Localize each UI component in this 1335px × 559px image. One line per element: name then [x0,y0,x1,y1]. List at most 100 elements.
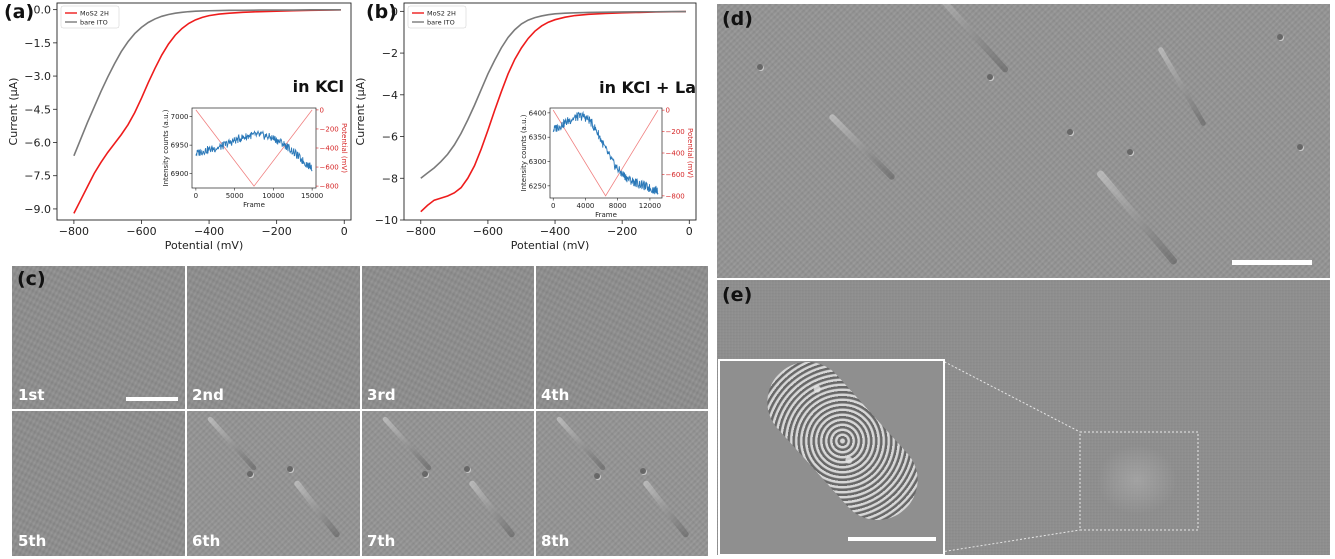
inset-y-tick-label: 6950 [171,142,189,150]
annotation-label: in KCl [293,77,344,96]
inset-y2-axis-label: Potential (mV) [686,128,694,178]
inset-x-tick-label: 4000 [577,202,595,210]
panel-label-c: (c) [17,268,46,290]
inset-x-axis-label: Frame [595,211,617,219]
inset-y2-tick-label: −600 [666,171,685,179]
chart-a: −800 −600 −400 −200 0 0.0 −1.5 −3.0 −4.5 −6.0 −7.5… [7,2,352,252]
series-line [73,9,341,157]
frame-1 [12,266,185,409]
y-tick-label: −9.0 [24,203,51,216]
y-tick-label: 0 [391,5,398,18]
inset-y2-tick-label: −600 [320,164,339,172]
x-tick-label: 0 [341,225,348,238]
frame-label-6: 6th [192,532,221,550]
y-axis-label: Current (μA) [7,78,20,146]
series-line [420,10,686,179]
frame-label-4: 4th [541,386,570,404]
inset-y2-tick-label: −200 [320,125,339,133]
inset-y2-tick-label: 0 [666,107,670,115]
y-tick-label: −1.5 [24,37,51,50]
y-tick-label: −6 [382,131,398,144]
x-tick-label: −400 [194,225,224,238]
frame-2 [187,266,360,409]
inset-y-axis-label: Intensity counts (a.u.) [162,109,170,186]
x-tick-label: −600 [126,225,156,238]
y-tick-label: −2 [382,47,398,60]
panel-label-d: (d) [722,8,753,30]
y-tick-label: −7.5 [24,170,51,183]
y-tick-label: −10 [375,214,398,227]
panel-label-b: (b) [366,1,397,23]
zoom-inset-e [718,359,945,556]
frame-label-5: 5th [18,532,47,550]
y-tick-label: −6.0 [24,137,51,150]
inset-y2-tick-label: −400 [320,145,339,153]
x-tick-label: −800 [406,225,436,238]
y-tick-label: 0.0 [34,4,52,17]
inset-y2-tick-label: −400 [666,150,685,158]
x-tick-label: −800 [59,225,89,238]
frame-label-3: 3rd [367,386,396,404]
inset-frame [191,107,317,189]
inset-y-tick-label: 6350 [529,134,547,142]
frame-4 [536,266,708,409]
y-tick-label: −8 [382,172,398,185]
inset-y2-tick-label: −800 [320,183,339,191]
inset-intensity-line [195,129,313,172]
frame-label-7: 7th [367,532,396,550]
inset-x-tick-label: 15000 [301,192,323,200]
zoom-guide-top [940,359,1081,433]
inset-y-tick-label: 6400 [529,109,547,117]
frame-label-2: 2nd [192,386,224,404]
frame-3 [362,266,534,409]
frame-6 [187,411,360,556]
micrograph-d [717,4,1330,278]
scale-bar-d [1232,260,1312,265]
panel-label-a: (a) [4,1,35,23]
inset-y-axis-label: Intensity counts (a.u.) [520,114,528,191]
panel-label-e: (e) [722,284,753,306]
inset-x-tick-label: 12000 [639,202,661,210]
inset-x-axis-label: Frame [243,201,265,209]
x-axis-label: Potential (mV) [511,239,590,252]
inset-y2-axis-label: Potential (mV) [340,123,348,173]
inset-y2-tick-label: −200 [666,128,685,136]
frame-5 [12,411,185,556]
y-tick-label: −4.5 [24,103,51,116]
legend-label: bare ITO [427,19,455,27]
inset-potential-line [195,109,313,187]
x-tick-label: −400 [540,225,570,238]
zoom-region-box [1079,431,1199,531]
inset-x-tick-label: 10000 [262,192,284,200]
inset-x-tick-label: 0 [551,202,555,210]
frame-label-8: 8th [541,532,570,550]
series-line [420,10,686,213]
inset-y-tick-label: 7000 [171,113,189,121]
legend-label: MoS2 2H [427,10,456,18]
zoom-guides [940,359,1199,553]
frame-7 [362,411,534,556]
inset-intensity-line [552,110,659,195]
frame-grid: 1st 2nd 3rd 4th 5th 6th 7th 8th [12,266,708,556]
x-tick-label: −600 [473,225,503,238]
inset-x-tick-label: 5000 [226,192,244,200]
annotation-label: in KCl + La [599,78,696,97]
y-tick-label: −3.0 [24,70,51,83]
inset-x-tick-label: 8000 [609,202,627,210]
x-tick-label: 0 [686,225,693,238]
frame-label-1: 1st [18,386,45,404]
inset-y2-tick-label: −800 [666,192,685,200]
inset-y-tick-label: 6900 [171,170,189,178]
inset-potential-line [552,109,659,197]
series-line [73,9,341,214]
chart-b: −800 −600 −400 −200 0 0 −2 −4 −6 −8 −10 Potential (… [354,2,697,252]
scale-bar-e [848,537,936,541]
legend-label: MoS2 2H [80,10,109,18]
x-tick-label: −200 [262,225,292,238]
particle-aggregate [750,361,935,537]
zoom-guide-bottom [940,529,1081,553]
x-tick-label: −200 [607,225,637,238]
x-axis-label: Potential (mV) [165,239,244,252]
inset-x-tick-label: 0 [194,192,198,200]
inset-y-tick-label: 6250 [529,182,547,190]
